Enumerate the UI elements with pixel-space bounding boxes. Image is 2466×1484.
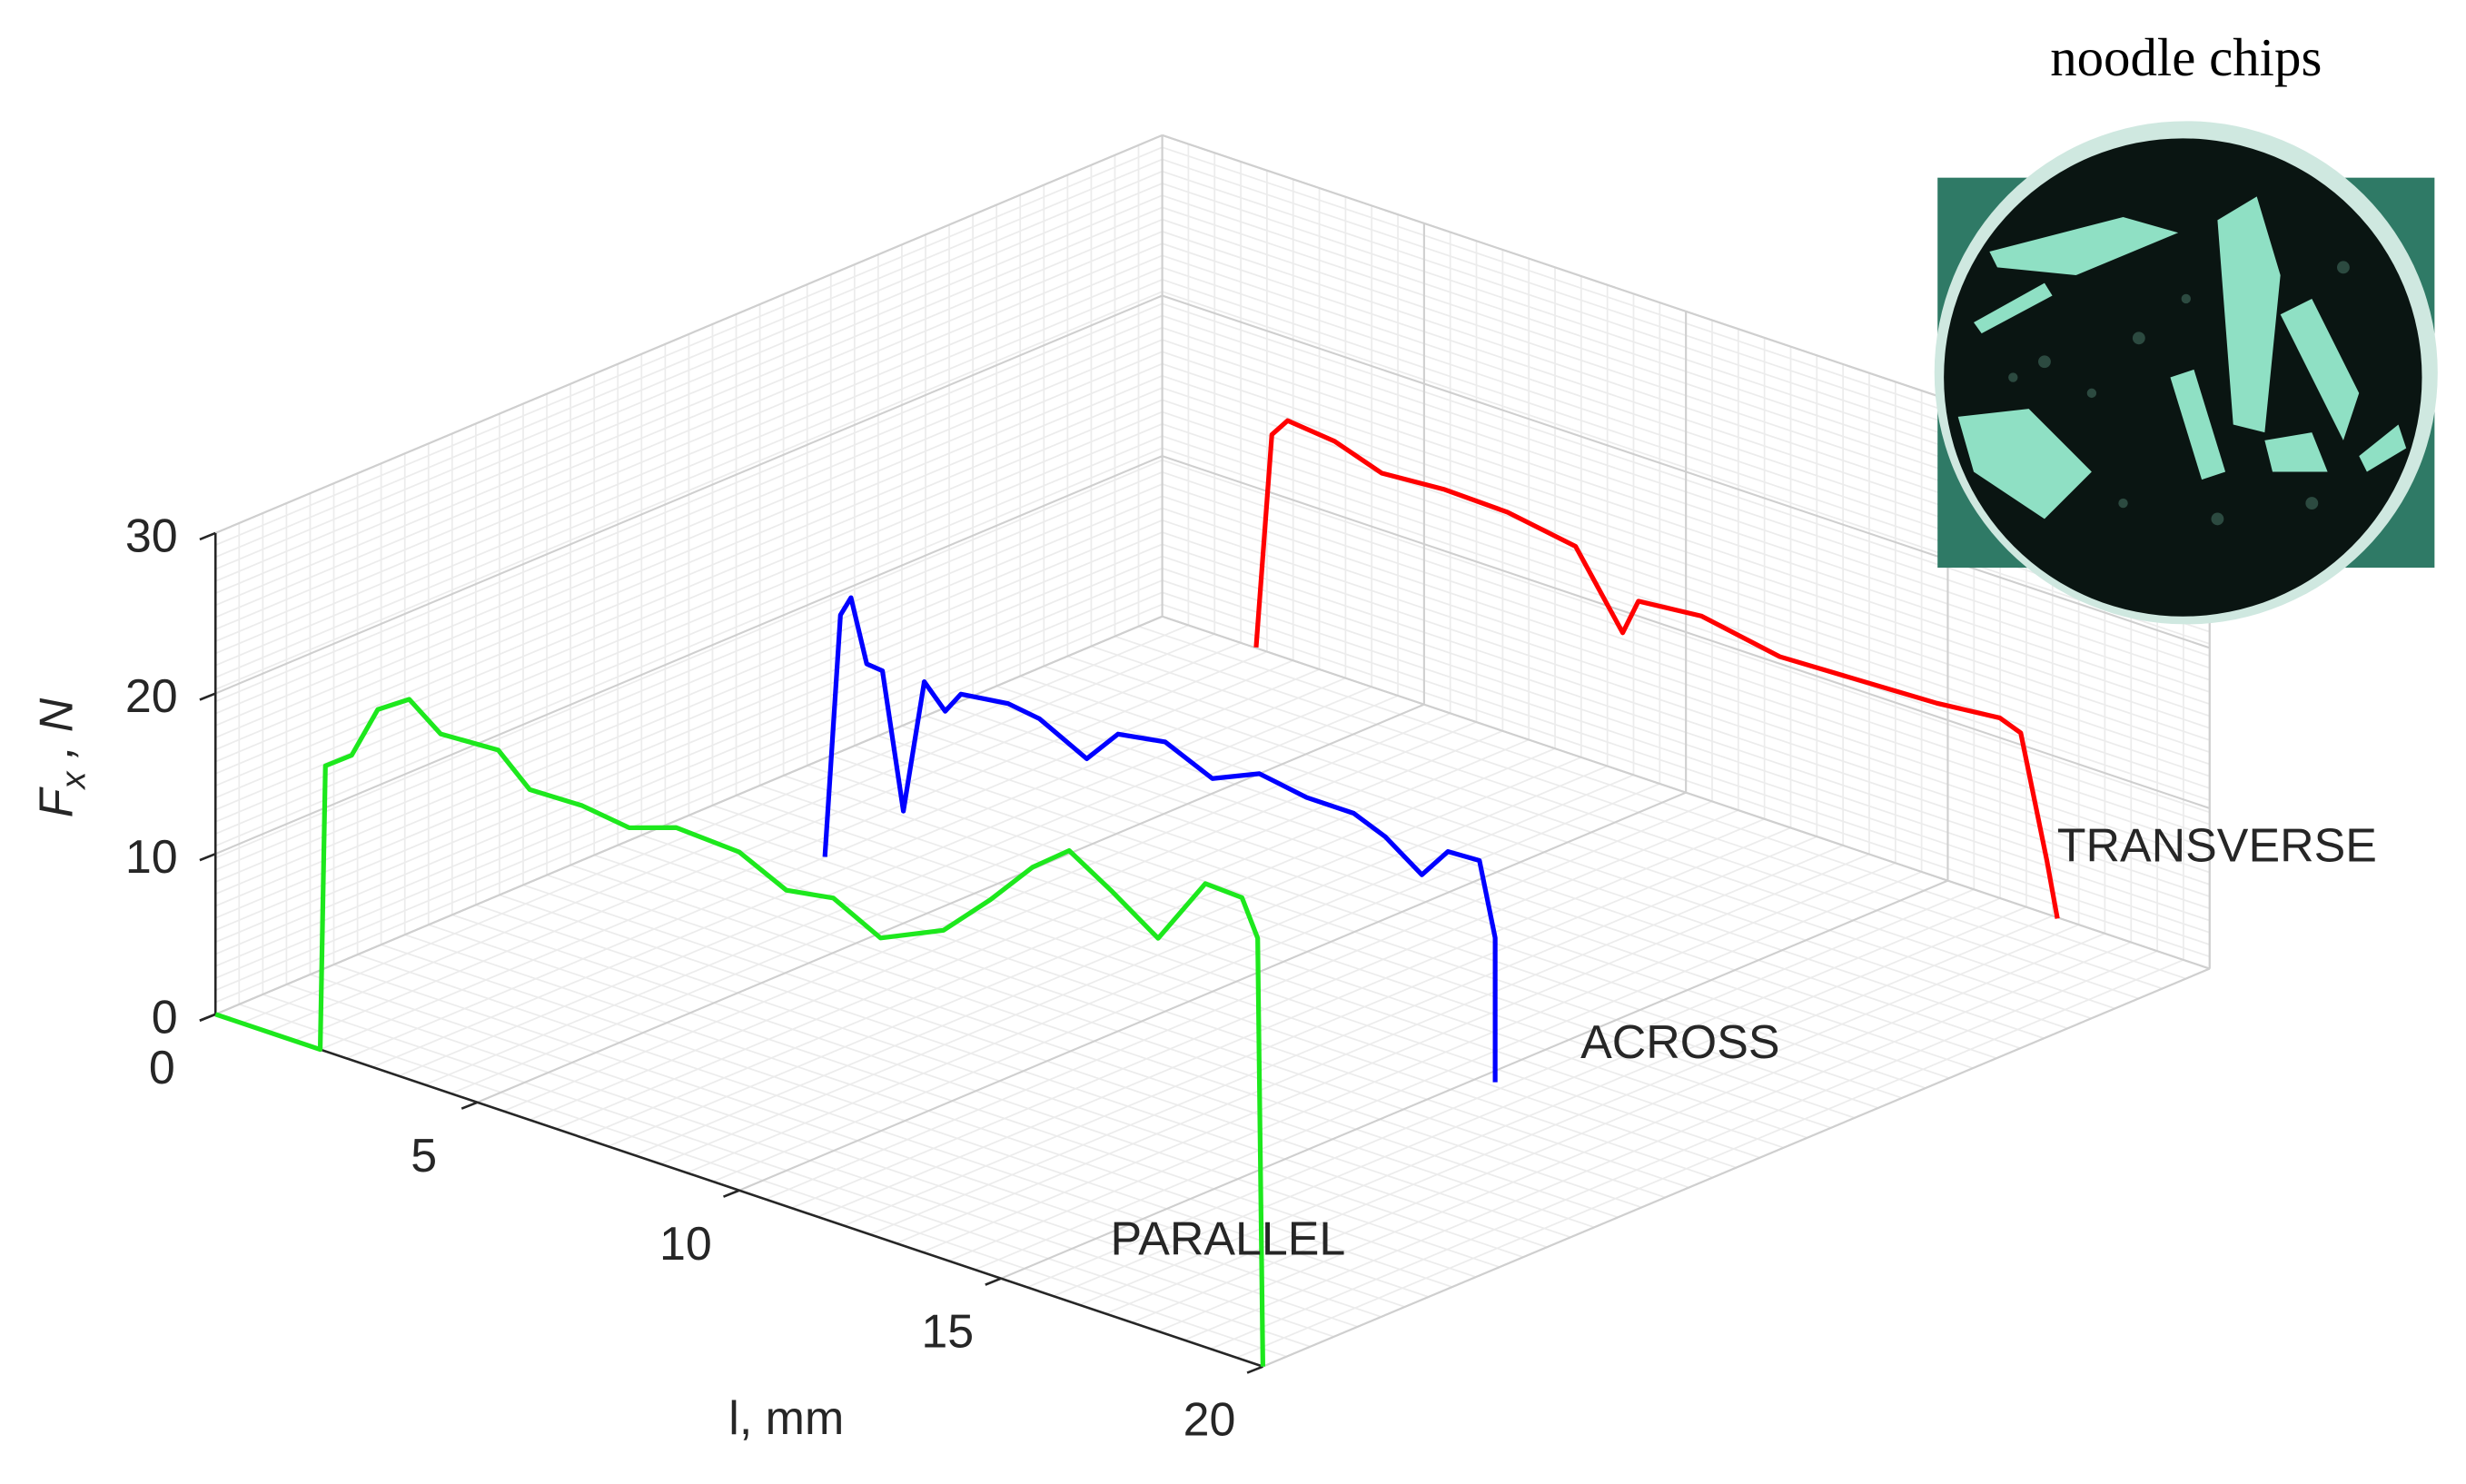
minor-grid-line [214,302,1163,703]
x-axis-label: l, mm [728,1392,844,1445]
series-line [1253,418,2060,919]
minor-grid-line [843,826,1791,1227]
x-tick-label: 20 [1183,1394,1236,1447]
minor-grid-line [896,845,1844,1244]
grid-line [214,294,1163,695]
series-label: TRANSVERSE [2057,820,2377,873]
grid-line [477,703,1425,1103]
minor-grid-line [214,242,1163,642]
minor-grid-line [974,871,1922,1271]
minor-grid-line [214,327,1163,727]
grid-line [214,615,1163,1015]
minor-grid-line [214,339,1163,738]
minor-grid-line [214,254,1163,655]
tick-mark [723,1189,740,1198]
inset-photo [1934,121,2438,625]
minor-grid-line [214,218,1163,618]
series-line [214,697,1265,1367]
series-line [822,595,1498,1083]
minor-grid-line [214,351,1163,751]
tick-mark [199,531,216,541]
minor-grid-line [765,800,1713,1201]
minor-grid-line [214,362,1163,763]
minor-grid-line [1157,933,2105,1332]
minor-grid-line [1079,905,2027,1306]
minor-grid-line [214,146,1163,547]
minor-grid-line [214,158,1163,559]
tick-mark [199,852,216,862]
inset-caption: noodle chips [2050,28,2322,87]
x-tick-label: 0 [149,1042,175,1094]
minor-grid-line [214,170,1163,570]
y-axis-label-sub: x [55,770,94,791]
minor-grid-line [1210,950,2158,1350]
x-tick-label: 5 [411,1130,437,1182]
minor-grid-line [214,291,1163,690]
tick-mark [1246,1365,1263,1374]
tick-mark [985,1277,1002,1286]
y-tick-label: 10 [125,831,178,884]
minor-grid-line [948,862,1897,1262]
y-tick-label: 30 [125,510,178,563]
minor-grid-line [1131,924,2079,1323]
minor-grid-line [922,853,1870,1253]
x-axis-line [214,1013,1263,1368]
grid-line [1262,967,2211,1368]
x-tick-label: 10 [659,1218,712,1271]
tick-mark [461,1101,479,1110]
y-axis-label-main: F [31,786,84,817]
minor-grid-line [817,817,1765,1218]
minor-grid-line [791,809,1739,1209]
photo-chips [1957,196,2407,519]
minor-grid-line [1026,888,1975,1289]
minor-grid-line [214,279,1163,678]
minor-grid-line [214,314,1163,715]
grid-line [738,791,1687,1192]
tick-mark [199,1013,216,1022]
y-axis-label: Fx , N [31,697,94,817]
minor-grid-line [214,231,1163,630]
plot-area: PARALLEL ACROSS TRANSVERSE [214,418,2377,1367]
minor-grid-line [1183,941,2132,1341]
x-tick-label: 15 [921,1306,974,1359]
minor-grid-line [214,206,1163,607]
y-tick-label: 0 [152,991,178,1044]
grid-line [1000,879,1948,1280]
tick-mark [199,692,216,701]
y-tick-label: 20 [125,670,178,723]
grid-line [214,455,1163,856]
y-axis-label-rest: , N [31,697,84,771]
minor-grid-line [214,266,1163,667]
minor-grid-line [1236,959,2184,1359]
minor-grid-line [869,836,1817,1236]
photo-bubbles [2008,261,2350,526]
minor-grid-line [214,183,1163,582]
grid-line [214,134,1163,534]
series-label: PARALLEL [1110,1213,1345,1266]
minor-grid-line [1053,897,2001,1297]
minor-grid-line [214,194,1163,594]
series-label: ACROSS [1580,1016,1779,1069]
